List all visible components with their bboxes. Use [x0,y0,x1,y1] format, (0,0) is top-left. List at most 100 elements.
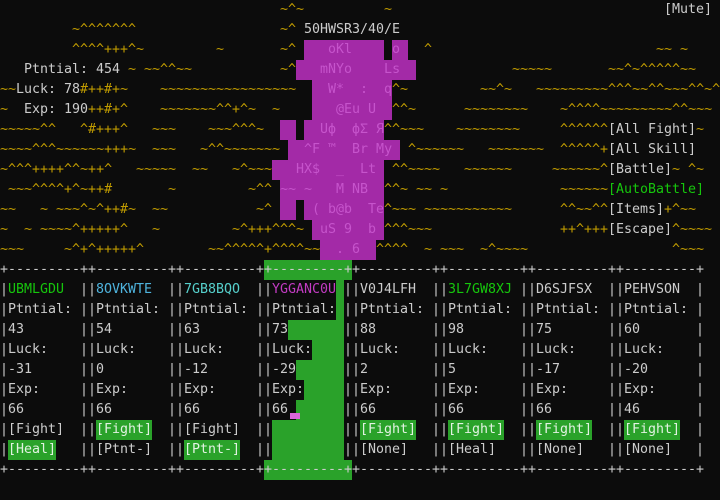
fight-button[interactable]: [Fight] [448,420,505,440]
column-border: | [88,302,97,317]
column-border: | [344,360,353,380]
stat-ptntial: Ptntial: 454 [24,62,121,77]
terrain-run: ^~~~ [384,202,417,217]
heal-button[interactable]: [Heal] [448,442,497,457]
luck-label: Luck: [272,340,313,360]
terrain-run: ~~~~~^^ [0,122,57,137]
fight-button[interactable]: [Fight] [96,420,153,440]
column-border: | [608,282,617,297]
column-border: | [264,300,273,320]
luck-label: Luck: [96,342,137,357]
terrain-run: ~^^^^~~~~~~~~~^^~~~ [560,102,713,117]
column-border: | [168,382,177,397]
column-border: | [696,322,705,337]
terrain-run: ~~~~~~~ [488,142,545,157]
column-border: | [432,302,441,317]
column-border: | [432,402,441,417]
terrain-run: ~~ [192,162,209,177]
creature-segment: ^F ™ Br My [288,140,401,160]
exp-label: Exp: [448,382,481,397]
fight-button[interactable]: [Fight] [360,420,417,440]
column-border: | [344,420,353,440]
column-border: | [608,362,617,377]
column-border: | [440,322,449,337]
column-border: | [528,322,537,337]
terrain-run: ^^^^^+ [560,142,609,157]
action-slot: [Fight] [96,420,153,440]
column-border: | [0,382,9,397]
ptntial-value: 54 [96,322,113,337]
column-border: | [80,402,89,417]
none-button[interactable]: [None] [536,442,585,457]
action-slot: [Fight] [624,420,681,440]
column-border: | [696,342,705,357]
fight-button[interactable]: [Fight] [184,422,241,437]
column-border: | [440,302,449,317]
terrain-run: #++#+~ [80,82,129,97]
creature-name[interactable]: D6SJFSX [536,282,593,297]
creature-name[interactable]: 8OVKWTE [96,282,153,297]
creature-name[interactable]: V0J4LFH [360,282,417,297]
column-border-bottom: +---------+ [352,462,441,477]
fight-button[interactable]: [Fight] [8,422,65,437]
ptnt-button[interactable]: [Ptnt-] [96,442,153,457]
column-border: | [168,402,177,417]
column-border: | [176,422,185,437]
exp-label: Exp: [536,382,569,397]
exp-value: 66 [184,402,201,417]
mute-button[interactable]: [Mute] [664,2,713,17]
creature-name[interactable]: 3L7GW8XJ [448,282,513,297]
fight-button[interactable]: [Fight] [624,420,681,440]
terrain-run: ~^^^^^^^ [72,22,137,37]
terrain-run: ~~ ~ [416,182,449,197]
terrain-run: +^~~ [664,202,697,217]
column-border: | [80,302,89,317]
none-button[interactable]: [None] [624,442,673,457]
fight-button[interactable]: [Fight] [536,420,593,440]
creature-name[interactable]: YGGANC0U [272,280,337,300]
creature-name[interactable]: UBMLGDU [8,282,65,297]
column-border: | [88,282,97,297]
creature-segment: uS 9 b [312,220,385,240]
column-border: | [0,442,9,457]
terrain-run: ^^~~~ [384,122,425,137]
column-border-bottom: +---------+ [176,462,265,477]
cursor-cell [288,400,297,420]
luck-value: 5 [448,362,457,377]
ptnt-button[interactable]: [Ptnt-] [184,440,241,460]
column-border: | [608,322,617,337]
menu-item-battle[interactable]: [Battle] [608,162,673,177]
column-border: | [264,280,273,300]
column-border: | [352,402,361,417]
menu-item-items[interactable]: [Items] [608,202,665,217]
creature-segment: . 6 [320,240,377,260]
action-slot: [Ptnt-] [96,440,152,460]
terrain-run: ~^~ [280,2,305,17]
column-border: | [88,422,97,437]
menu-item-autobattle[interactable]: [AutoBattle] [608,182,705,197]
column-border: | [168,322,177,337]
ptntial-value: 63 [184,322,201,337]
column-border: | [520,402,529,417]
menu-item-allskill[interactable]: [All Skill] [608,142,697,157]
column-border: | [264,360,273,380]
heal-button[interactable]: [Heal] [8,440,57,460]
terrain-run: ^~ [688,162,705,177]
terrain-run: ~~~ [0,242,25,257]
creature-name[interactable]: 7GB8BQO [184,282,241,297]
creature-name[interactable]: PEHVSON [624,282,681,297]
menu-item-escape[interactable]: [Escape] [608,222,673,237]
exp-label: Exp: [360,382,393,397]
terrain-run: ~~~ [152,142,177,157]
action-slot: [Fight] [448,420,505,440]
terrain-run: ~^ [280,22,297,37]
none-button[interactable]: [None] [360,442,409,457]
column-border: | [608,422,617,437]
exp-value: 46 [624,402,641,417]
terrain-run: ~ [128,62,137,77]
menu-item-allfight[interactable]: [All Fight] [608,122,697,137]
terrain-run: ~~~~~~~^^+^~ [160,102,257,117]
column-border: | [616,342,625,357]
column-border: | [608,342,617,357]
terrain-run: ~ [152,222,161,237]
